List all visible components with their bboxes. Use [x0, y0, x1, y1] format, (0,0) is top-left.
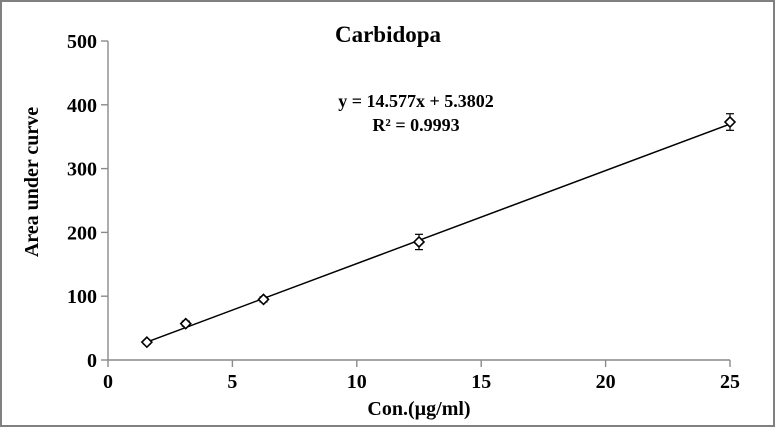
x-axis-label: Con.(µg/ml) — [367, 398, 470, 420]
x-tick-label: 15 — [471, 371, 491, 393]
y-tick-label: 500 — [67, 31, 97, 53]
trendline-equation: y = 14.577x + 5.3802 — [338, 91, 494, 111]
x-tick-label: 10 — [347, 371, 367, 393]
data-point-marker — [412, 235, 426, 249]
data-point-marker — [257, 293, 270, 306]
y-tick-label: 400 — [67, 95, 97, 117]
chart-title: Carbidopa — [335, 22, 442, 47]
trendline-r-squared: R² = 0.9993 — [372, 115, 459, 135]
data-point-marker — [723, 115, 737, 129]
y-tick-label: 100 — [67, 286, 97, 308]
data-point-marker — [140, 336, 154, 349]
y-tick-label: 0 — [87, 350, 97, 372]
y-axis-label: Area under curve — [21, 107, 43, 257]
x-tick-label: 25 — [720, 371, 740, 393]
data-point-marker — [179, 317, 192, 330]
x-tick-label: 20 — [596, 371, 616, 393]
x-tick-label: 5 — [227, 371, 237, 393]
y-tick-label: 300 — [67, 159, 97, 181]
x-tick-label: 0 — [103, 371, 113, 393]
trendline — [146, 123, 731, 343]
y-tick-label: 200 — [67, 222, 97, 244]
